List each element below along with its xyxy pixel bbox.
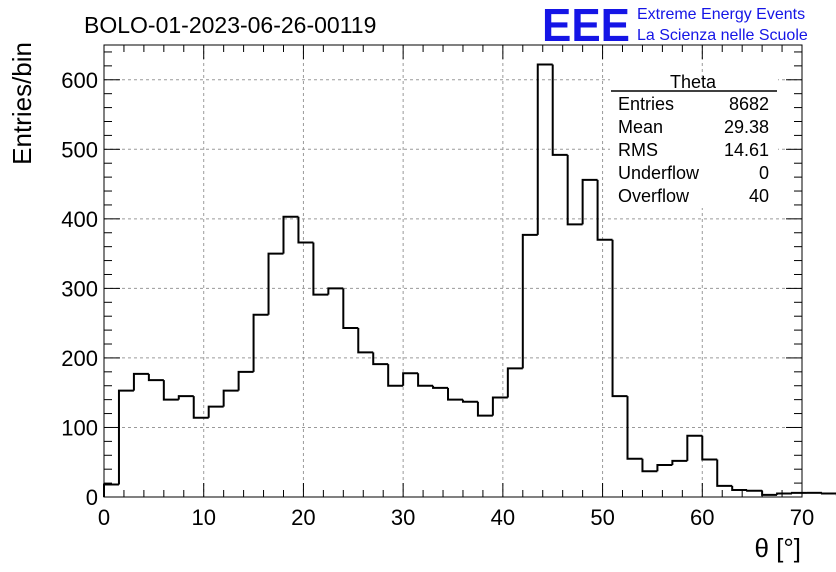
histogram-bin bbox=[596, 179, 613, 241]
plot-frame bbox=[103, 44, 803, 498]
stats-box: Theta Entries 8682 Mean 29.38 RMS 14.61 Underf… bbox=[610, 72, 778, 208]
stats-row-value: 14.61 bbox=[724, 140, 769, 160]
histogram-bin bbox=[686, 434, 703, 461]
histogram-bin bbox=[402, 372, 419, 386]
x-tick-label: 60 bbox=[690, 505, 714, 530]
histogram-bin bbox=[641, 458, 658, 473]
y-tick-label: 0 bbox=[86, 485, 98, 510]
histogram-bin bbox=[626, 396, 643, 460]
histogram-bin bbox=[566, 154, 583, 226]
histogram-bin bbox=[791, 491, 807, 494]
x-tick-label: 70 bbox=[790, 505, 814, 530]
histogram-bin bbox=[491, 396, 508, 416]
histogram-bin bbox=[746, 489, 763, 492]
histogram-bin bbox=[132, 372, 149, 391]
histogram-bin bbox=[521, 233, 538, 369]
histogram-bin bbox=[776, 492, 793, 495]
histogram-bin bbox=[297, 216, 314, 244]
histogram-bin bbox=[267, 252, 284, 315]
stats-row-value: 8682 bbox=[729, 94, 769, 114]
histogram-bin bbox=[162, 380, 179, 401]
x-tick-label: 0 bbox=[98, 505, 110, 530]
histogram-bin bbox=[671, 459, 688, 466]
histogram-bin bbox=[282, 215, 299, 254]
histogram-bin bbox=[192, 396, 209, 419]
histogram-bin bbox=[611, 239, 628, 398]
histogram-bin bbox=[357, 328, 374, 354]
x-tick-label: 10 bbox=[191, 505, 215, 530]
eee-logo: EEE Extreme Energy Events La Scienza nel… bbox=[542, 0, 808, 51]
histogram-bin bbox=[372, 352, 389, 366]
y-tick-label: 500 bbox=[61, 137, 98, 162]
stats-row-value: 40 bbox=[749, 186, 769, 206]
histogram-bin bbox=[327, 287, 344, 295]
stats-row-label: RMS bbox=[618, 140, 658, 160]
histogram-bin bbox=[432, 385, 449, 389]
x-tick-label: 50 bbox=[590, 505, 614, 530]
stats-row-value: 0 bbox=[759, 163, 769, 183]
histogram-bin bbox=[312, 242, 329, 296]
histogram-bin bbox=[207, 405, 224, 418]
histogram-bin bbox=[387, 364, 404, 387]
histogram-bin bbox=[581, 178, 598, 225]
stats-row-value: 29.38 bbox=[724, 117, 769, 137]
histogram-bin bbox=[177, 395, 194, 400]
run-title: BOLO-01-2023-06-26-00119 bbox=[84, 12, 376, 38]
stats-row-label: Underflow bbox=[618, 163, 700, 183]
x-tick-label: 40 bbox=[491, 505, 515, 530]
histogram-bin bbox=[117, 389, 134, 485]
histogram-bin bbox=[417, 373, 434, 387]
histogram-bin bbox=[536, 63, 553, 235]
y-axis-label: Entries/bin bbox=[7, 42, 37, 165]
stats-row-label: Mean bbox=[618, 117, 663, 137]
y-tick-label: 600 bbox=[61, 68, 98, 93]
stats-box-title: Theta bbox=[670, 72, 717, 92]
y-tick-label: 400 bbox=[61, 207, 98, 232]
histogram-bin bbox=[461, 399, 478, 403]
stats-row-label: Overflow bbox=[618, 186, 690, 206]
histogram-bin bbox=[342, 288, 359, 330]
eee-logo-line2: La Scienza nelle Scuole bbox=[637, 27, 808, 44]
histogram-bin bbox=[252, 313, 269, 372]
histogram-bin bbox=[656, 464, 673, 472]
x-tick-label: 30 bbox=[391, 505, 415, 530]
histogram-bin bbox=[701, 435, 718, 461]
histogram-bin bbox=[147, 373, 164, 382]
eee-logo-mark: EEE bbox=[542, 0, 630, 51]
y-tick-label: 300 bbox=[61, 276, 98, 301]
x-axis-label: θ [°] bbox=[754, 533, 801, 563]
x-tick-label: 20 bbox=[291, 505, 315, 530]
histogram-bin bbox=[506, 367, 523, 398]
histogram-bin bbox=[716, 459, 733, 487]
y-tick-label: 200 bbox=[61, 346, 98, 371]
eee-logo-line1: Extreme Energy Events bbox=[637, 6, 805, 23]
histogram-bin bbox=[237, 370, 254, 391]
histogram-bin bbox=[447, 387, 463, 401]
histogram-bin bbox=[820, 492, 836, 495]
histogram-bin bbox=[476, 401, 493, 417]
grid-lines bbox=[104, 45, 802, 497]
histogram-bin bbox=[222, 389, 239, 407]
stats-row-label: Entries bbox=[618, 94, 674, 114]
y-tick-label: 100 bbox=[61, 415, 98, 440]
histogram-bin bbox=[551, 64, 568, 156]
